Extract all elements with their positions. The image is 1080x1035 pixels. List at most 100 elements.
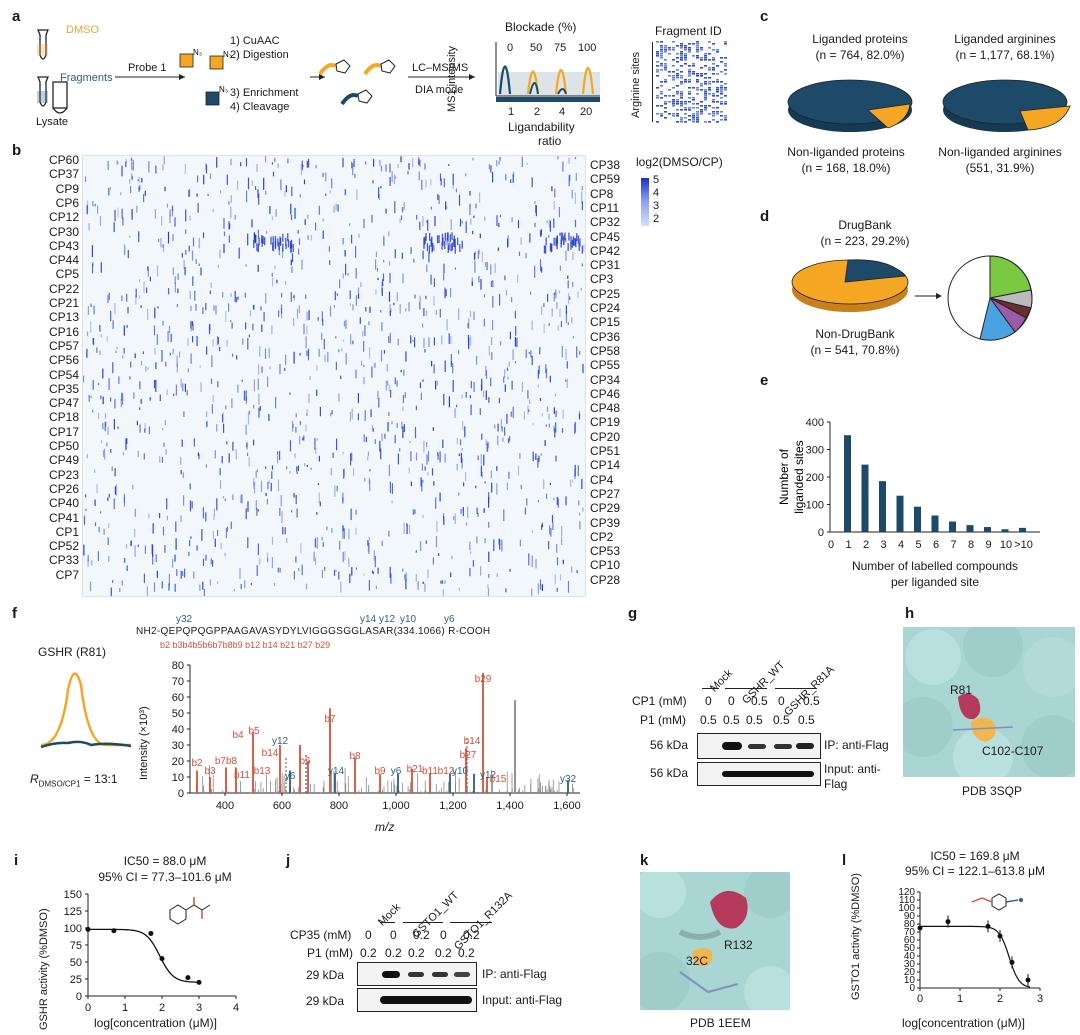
heatmap-cell: [302, 437, 304, 441]
heatmap-cell: [214, 450, 216, 459]
j-p1-value: 0.2: [408, 946, 425, 960]
dmso-label: DMSO: [66, 24, 99, 36]
lysate-tube-icon: [52, 81, 68, 114]
heatmap-cell: [556, 235, 558, 244]
fragment-cell: [668, 53, 671, 55]
heatmap-cell: [574, 157, 577, 160]
heatmap-cell: [435, 309, 437, 315]
heatmap-cell: [380, 310, 382, 313]
panel-c-label: c: [760, 8, 769, 25]
fragment-cell: [688, 91, 691, 93]
heatmap-cell: [114, 468, 116, 477]
heatmap-cell: [130, 541, 132, 547]
heatmap-cell: [278, 242, 280, 251]
heatmap-cell: [381, 433, 383, 442]
heatmap-cell: [147, 367, 149, 370]
peak-label: b27: [460, 750, 477, 761]
fragment-cell: [664, 45, 667, 47]
heatmap-cell: [156, 570, 158, 578]
fragment-cell: [660, 47, 663, 49]
heatmap-cell: [297, 230, 299, 234]
heatmap-cell: [428, 337, 430, 347]
heatmap-cell: [162, 164, 164, 171]
g-input-bands: [722, 771, 814, 777]
heatmap-cell: [355, 369, 357, 379]
heatmap-cell: [353, 158, 355, 167]
heatmap-cell: [344, 250, 346, 257]
heatmap-cell: [306, 413, 308, 416]
heatmap-cell: [555, 289, 557, 299]
bar: [966, 525, 974, 532]
heatmap-cell: [122, 217, 124, 226]
heatmap-row-label-right: CP19: [590, 415, 621, 430]
fragment-cell: [672, 101, 675, 103]
fragment-cell: [684, 47, 687, 49]
gshr-chromatogram: [40, 672, 132, 749]
heatmap-cell: [396, 380, 398, 387]
heatmap-cell: [296, 508, 298, 518]
peak-label: y10: [452, 766, 469, 777]
heatmap-row-label-right: CP34: [590, 372, 621, 387]
heatmap-cell: [419, 302, 421, 310]
heatmap-cell: [581, 263, 583, 267]
heatmap-cell: [391, 500, 393, 504]
g-input-label: Input: anti-: [824, 762, 881, 776]
fragment-cell: [668, 89, 671, 91]
spectrum-ytick-label: 30: [172, 740, 184, 752]
heatmap-cell: [271, 471, 273, 479]
heatmap-cell: [91, 245, 93, 258]
fragment-cell: [680, 55, 683, 57]
step-3: 3) Enrichment: [230, 87, 299, 99]
heatmap-cell: [134, 528, 136, 538]
heatmap-cell: [212, 339, 214, 347]
heatmap-cell: [237, 296, 239, 300]
heatmap-cell: [412, 339, 414, 342]
heatmap-cell: [342, 451, 344, 455]
peak-label: y6: [285, 771, 296, 782]
heatmap-row-label-right: CP2: [590, 529, 614, 544]
heatmap-cell: [138, 233, 140, 236]
drugbank-breakdown-pie: [947, 255, 1033, 341]
heatmap-cell: [303, 435, 305, 441]
heatmap-cell: [443, 273, 445, 281]
heatmap-cell: [342, 551, 344, 562]
heatmap-cell: [453, 235, 455, 244]
heatmap-cell: [567, 243, 569, 252]
heatmap-cell: [339, 279, 341, 289]
heatmap-cell: [368, 321, 370, 326]
fragment-cell: [676, 99, 679, 101]
fragment-cell: [700, 89, 703, 91]
heatmap-cell: [549, 220, 551, 232]
heatmap-cell: [444, 580, 446, 585]
heatmap-cell: [97, 382, 100, 385]
heatmap-cell: [258, 407, 260, 418]
heatmap-cell: [504, 427, 506, 436]
i-fit-curve: [88, 928, 201, 983]
heatmap-cell: [292, 244, 294, 252]
peak-label: b29: [475, 674, 492, 685]
heatmap-cell: [210, 378, 213, 384]
x-tick-label: >10: [1014, 539, 1033, 551]
fragment-cell: [700, 83, 703, 85]
fragment-cell: [664, 47, 667, 49]
heatmap-cell: [245, 158, 248, 167]
heatmap-cell: [351, 452, 353, 461]
heatmap-cell: [305, 424, 307, 432]
fragment-cell: [712, 49, 715, 51]
fragment-cell: [704, 109, 707, 111]
fragment-cell: [716, 121, 719, 123]
heatmap-cell: [276, 279, 278, 284]
y-ion-y14: y14: [360, 614, 377, 625]
heatmap-cell: [202, 581, 204, 590]
heatmap-cell: [274, 236, 277, 245]
heatmap-cell: [349, 290, 351, 299]
heatmap-cell: [572, 252, 574, 260]
heatmap-row-label-right: CP42: [590, 243, 621, 258]
fragment-cell: [664, 79, 667, 81]
g-cp1-value: 0: [728, 694, 735, 708]
j-kda-1: 29 kDa: [306, 968, 345, 982]
non-liganded-arginines-stat: (551, 31.9%): [965, 161, 1035, 175]
heatmap-cell: [307, 235, 309, 240]
heatmap-cell: [568, 232, 570, 241]
heatmap-cell: [548, 235, 550, 238]
